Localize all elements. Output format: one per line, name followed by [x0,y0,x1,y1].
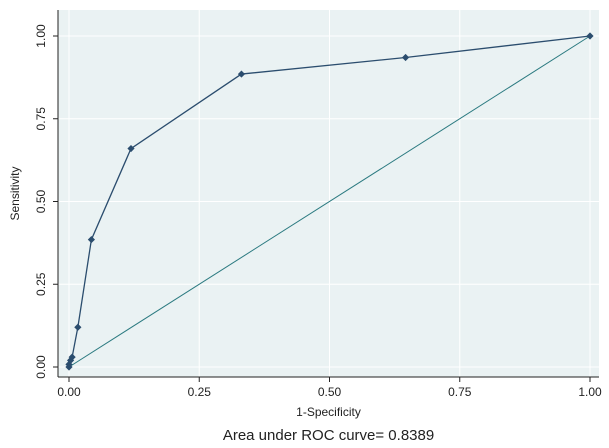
reference-line [68,35,591,368]
x-axis-ticks: 0.00 0.25 0.50 0.75 1.00 [57,377,602,399]
x-tick-label: 0.75 [448,385,472,399]
x-tick-label: 0.00 [57,385,81,399]
y-tick-label: 1.00 [34,24,48,48]
roc-point [87,235,96,244]
roc-point [237,70,246,78]
y-axis-label: Sensitivity [8,166,22,220]
roc-point [586,32,594,40]
y-tick-label: 0.50 [34,189,48,213]
y-tick-label: 0.75 [34,107,48,131]
roc-point [401,53,410,62]
auc-note: Area under ROC curve= 0.8389 [223,427,434,444]
roc-point [65,360,73,368]
y-axis-ticks: 0.00 0.25 0.50 0.75 1.00 [34,24,58,379]
x-axis-label: 1-Specificity [296,405,361,419]
roc-point [68,353,76,361]
roc-point [127,144,135,153]
y-tick-label: 0.00 [34,355,48,379]
series-layer [65,32,594,371]
plot-area [58,10,599,377]
roc-point [74,323,82,331]
y-tick-label: 0.25 [34,272,48,296]
x-tick-label: 1.00 [578,385,602,399]
x-tick-label: 0.25 [188,385,212,399]
x-tick-label: 0.50 [318,385,342,399]
grid-lines [58,10,599,377]
